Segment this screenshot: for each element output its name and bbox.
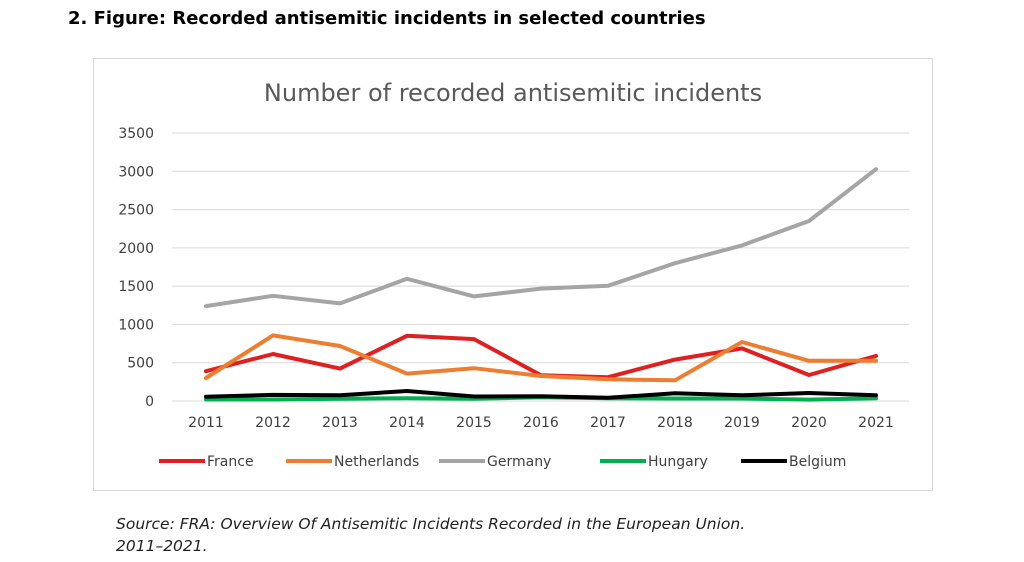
legend: France Netherlands Germany Hungary Belgium — [159, 454, 846, 470]
legend-label-belgium: Belgium — [789, 454, 846, 470]
legend-label-france: France — [207, 454, 254, 470]
line-chart: Number of recorded antisemitic incidents… — [118, 79, 909, 470]
source-note: Source: FRA: Overview Of Antisemitic Inc… — [116, 513, 876, 557]
x-tick-label: 2014 — [389, 415, 425, 431]
chart-frame: Number of recorded antisemitic incidents… — [93, 58, 933, 491]
y-tick-label: 2500 — [118, 203, 154, 219]
y-tick-label: 0 — [145, 394, 154, 410]
y-tick-label: 500 — [127, 356, 154, 372]
x-tick-label: 2011 — [188, 415, 224, 431]
y-axis-ticks: 0 500 1000 1500 2000 2500 3000 3500 — [118, 126, 154, 410]
source-line-2: 2011–2021. — [116, 537, 208, 555]
series-lines — [204, 167, 878, 402]
y-tick-label: 3500 — [118, 126, 154, 142]
x-tick-label: 2019 — [724, 415, 760, 431]
x-axis-ticks: 2011 2012 2013 2014 2015 2016 2017 2018 2019 2020… — [188, 415, 894, 431]
y-tick-label: 1000 — [118, 317, 154, 333]
x-tick-label: 2016 — [523, 415, 559, 431]
x-tick-label: 2018 — [657, 415, 693, 431]
series-line-germany — [204, 167, 878, 309]
chart-title: Number of recorded antisemitic incidents — [264, 79, 762, 107]
source-line-1: Source: FRA: Overview Of Antisemitic Inc… — [116, 515, 746, 533]
series-line-belgium — [204, 389, 878, 400]
x-tick-label: 2021 — [858, 415, 894, 431]
y-tick-label: 3000 — [118, 164, 154, 180]
gridlines — [172, 132, 909, 402]
legend-label-germany: Germany — [487, 454, 551, 470]
figure-heading: 2. Figure: Recorded antisemitic incident… — [68, 8, 706, 29]
x-tick-label: 2013 — [322, 415, 358, 431]
x-tick-label: 2017 — [590, 415, 626, 431]
legend-label-hungary: Hungary — [648, 454, 708, 470]
y-tick-label: 1500 — [118, 279, 154, 295]
x-tick-label: 2020 — [791, 415, 827, 431]
series-line-netherlands — [204, 333, 878, 383]
x-tick-label: 2015 — [456, 415, 492, 431]
y-tick-label: 2000 — [118, 241, 154, 257]
x-tick-label: 2012 — [255, 415, 291, 431]
legend-label-netherlands: Netherlands — [334, 454, 419, 470]
